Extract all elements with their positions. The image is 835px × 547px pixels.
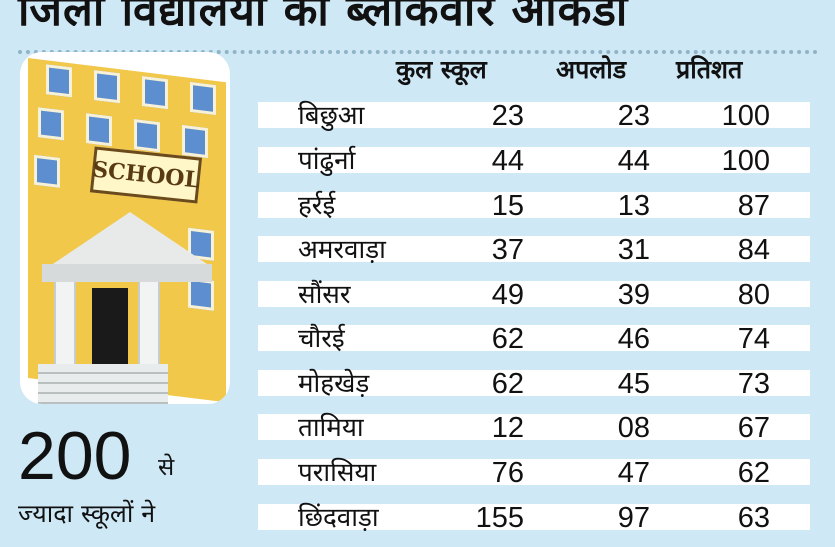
- block-name: छिंदवाड़ा: [298, 503, 379, 533]
- percent-cell: 67: [737, 412, 770, 444]
- window-icon: [182, 124, 208, 159]
- uploaded-cell: 97: [617, 502, 650, 534]
- table-row: बिछुआ 23 23 100: [258, 100, 810, 132]
- portico-roof: [50, 212, 210, 266]
- total-cell: 155: [475, 502, 524, 534]
- window-icon: [190, 81, 216, 116]
- block-name: हर्रई: [298, 191, 336, 221]
- uploaded-cell: 44: [617, 145, 650, 177]
- uploaded-cell: 45: [617, 368, 650, 400]
- block-name: परासिया: [298, 458, 377, 488]
- uploaded-cell: 39: [617, 279, 650, 311]
- window-icon: [94, 70, 120, 104]
- uploaded-cell: 46: [617, 323, 650, 355]
- table-row: मोहखेड़ 62 45 73: [258, 368, 810, 400]
- total-cell: 12: [491, 412, 524, 444]
- total-cell: 62: [491, 368, 524, 400]
- steps: [38, 364, 168, 404]
- percent-cell: 62: [737, 457, 770, 489]
- block-name: पांढुर्ना: [298, 146, 356, 176]
- highlight-suffix: से: [158, 453, 175, 481]
- uploaded-cell: 31: [617, 234, 650, 266]
- uploaded-cell: 13: [617, 190, 650, 222]
- total-cell: 15: [491, 190, 524, 222]
- table-row: सौंसर 49 39 80: [258, 279, 810, 311]
- window-icon: [38, 107, 64, 141]
- dotted-divider: [18, 50, 818, 54]
- header-total-schools: कुल स्कूल: [396, 55, 487, 84]
- percent-cell: 84: [737, 234, 770, 266]
- uploaded-cell: 08: [617, 412, 650, 444]
- window-icon: [134, 119, 160, 153]
- table-row: परासिया 76 47 62: [258, 457, 810, 489]
- block-name: बिछुआ: [298, 101, 365, 131]
- door: [92, 288, 128, 378]
- block-name: अमरवाड़ा: [298, 235, 386, 265]
- percent-cell: 63: [737, 502, 770, 534]
- table-row: पांढुर्ना 44 44 100: [258, 145, 810, 177]
- highlight-number: 200: [18, 418, 132, 494]
- header-percent: प्रतिशत: [676, 55, 743, 84]
- window-icon: [86, 113, 112, 147]
- total-cell: 23: [491, 100, 524, 132]
- block-name: तामिया: [298, 413, 364, 443]
- window-icon: [46, 64, 72, 98]
- percent-cell: 80: [737, 279, 770, 311]
- table-row: छिंदवाड़ा 155 97 63: [258, 502, 810, 534]
- percent-cell: 73: [737, 368, 770, 400]
- block-name: मोहखेड़: [298, 369, 370, 399]
- percent-cell: 74: [737, 323, 770, 355]
- uploaded-cell: 47: [617, 457, 650, 489]
- table-row: अमरवाड़ा 37 31 84: [258, 234, 810, 266]
- highlight-caption: ज्यादा स्कूलों ने: [18, 499, 156, 528]
- table-row: चौरई 62 46 74: [258, 323, 810, 355]
- window-icon: [34, 154, 60, 188]
- school-illustration: SCHOOL: [20, 52, 230, 404]
- percent-cell: 87: [737, 190, 770, 222]
- total-cell: 62: [491, 323, 524, 355]
- table-row: हर्रई 15 13 87: [258, 190, 810, 222]
- block-name: चौरई: [298, 324, 345, 354]
- block-name: सौंसर: [298, 280, 351, 310]
- percent-cell: 100: [721, 100, 770, 132]
- table-row: तामिया 12 08 67: [258, 412, 810, 444]
- percent-cell: 100: [721, 145, 770, 177]
- total-cell: 76: [491, 457, 524, 489]
- total-cell: 44: [491, 145, 524, 177]
- header-uploaded: अपलोड: [556, 55, 627, 84]
- page-title: जिला विद्यालयों का ब्लॉकवार आंकड़ा: [18, 0, 629, 26]
- portico-entablature: [42, 264, 212, 282]
- column: [54, 282, 76, 382]
- uploaded-cell: 23: [617, 100, 650, 132]
- total-cell: 37: [491, 234, 524, 266]
- window-icon: [142, 75, 168, 110]
- window-icon: [188, 277, 214, 311]
- column: [138, 282, 160, 382]
- total-cell: 49: [491, 279, 524, 311]
- title-strip: जिला विद्यालयों का ब्लॉकवार आंकड़ा: [0, 0, 835, 26]
